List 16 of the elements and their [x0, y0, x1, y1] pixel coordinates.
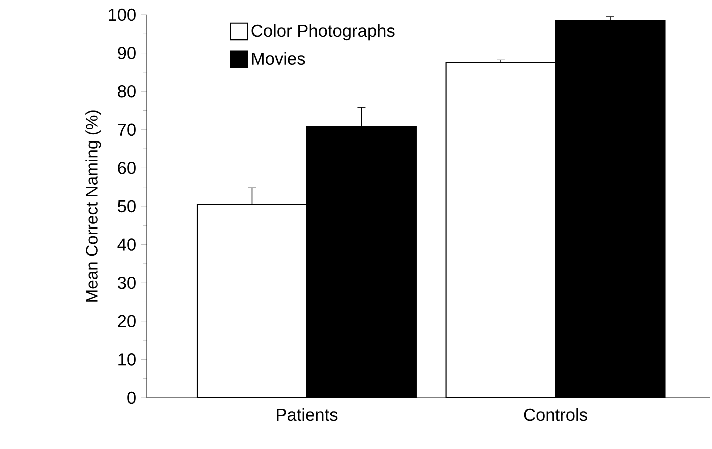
y-tick-label: 0 — [128, 392, 136, 404]
y-tick-label: 60 — [118, 162, 136, 174]
y-tick-label: 40 — [118, 238, 136, 251]
legend-label: Movies — [252, 52, 306, 66]
y-tick-label: 50 — [118, 200, 136, 213]
x-tick-label: Controls — [524, 408, 588, 422]
y-tick-label: 20 — [118, 315, 136, 328]
legend-label: Color Photographs — [252, 24, 395, 41]
y-tick-label: 10 — [118, 354, 136, 366]
y-tick-label: 90 — [118, 47, 136, 60]
y-tick-label: 30 — [118, 276, 136, 290]
x-tick-label: Patients — [277, 408, 338, 422]
y-tick-label: 100 — [109, 8, 136, 22]
y-tick-label: 70 — [118, 124, 136, 136]
y-tick-label: 80 — [118, 85, 136, 98]
y-axis-title: Mean Correct Naming (%) — [86, 110, 102, 302]
